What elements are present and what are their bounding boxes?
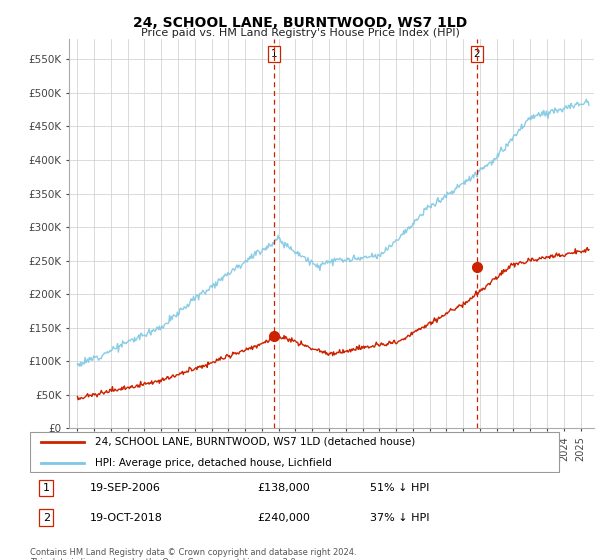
Text: 19-OCT-2018: 19-OCT-2018 (89, 512, 162, 522)
Text: 37% ↓ HPI: 37% ↓ HPI (370, 512, 430, 522)
Text: £240,000: £240,000 (257, 512, 310, 522)
FancyBboxPatch shape (30, 432, 559, 473)
Text: 2: 2 (43, 512, 50, 522)
Text: 1: 1 (271, 49, 277, 59)
Text: 51% ↓ HPI: 51% ↓ HPI (370, 483, 430, 493)
Text: 19-SEP-2006: 19-SEP-2006 (89, 483, 160, 493)
Text: 1: 1 (43, 483, 50, 493)
Text: HPI: Average price, detached house, Lichfield: HPI: Average price, detached house, Lich… (95, 458, 332, 468)
Text: 24, SCHOOL LANE, BURNTWOOD, WS7 1LD: 24, SCHOOL LANE, BURNTWOOD, WS7 1LD (133, 16, 467, 30)
Text: Price paid vs. HM Land Registry's House Price Index (HPI): Price paid vs. HM Land Registry's House … (140, 28, 460, 38)
Text: 2: 2 (473, 49, 480, 59)
Text: £138,000: £138,000 (257, 483, 310, 493)
Text: 24, SCHOOL LANE, BURNTWOOD, WS7 1LD (detached house): 24, SCHOOL LANE, BURNTWOOD, WS7 1LD (det… (95, 437, 415, 447)
Text: Contains HM Land Registry data © Crown copyright and database right 2024.
This d: Contains HM Land Registry data © Crown c… (30, 548, 356, 560)
